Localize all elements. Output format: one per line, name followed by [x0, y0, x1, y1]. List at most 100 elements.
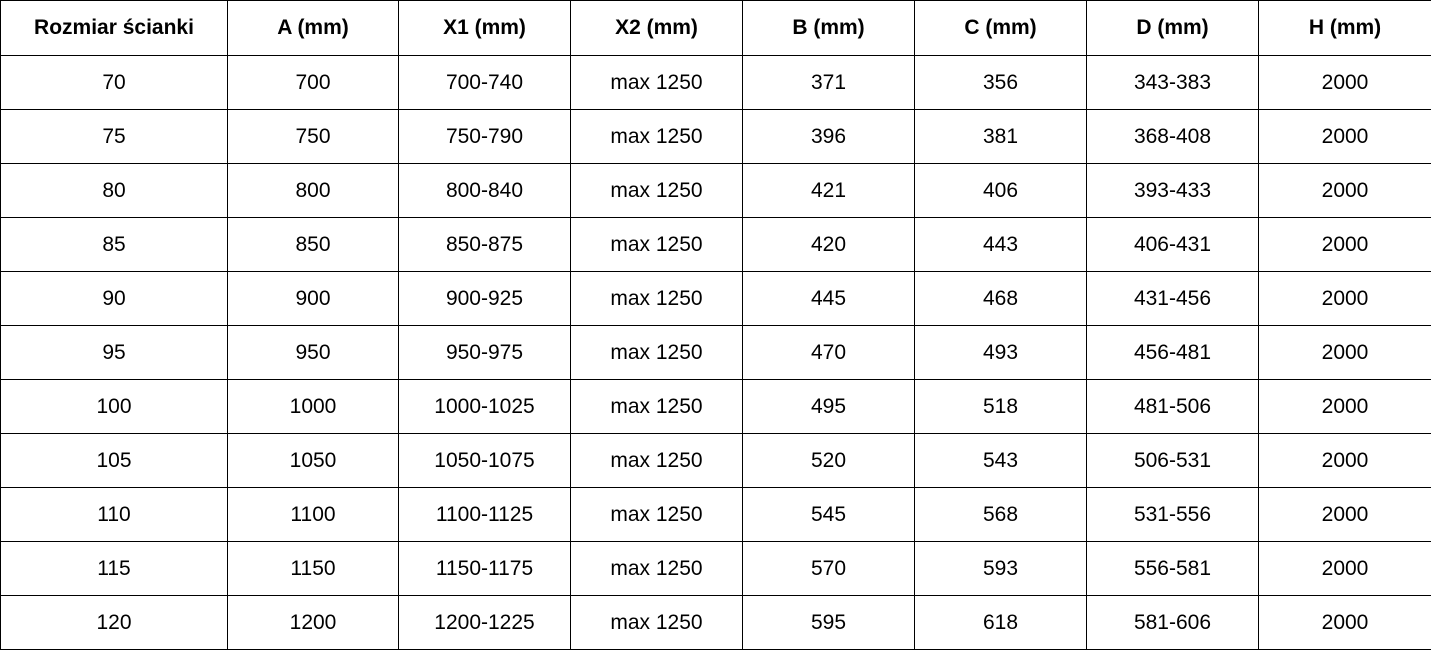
- table-cell: max 1250: [571, 110, 743, 164]
- table-cell: 481-506: [1087, 380, 1259, 434]
- table-cell: 568: [915, 488, 1087, 542]
- table-cell: 850: [228, 218, 399, 272]
- table-cell: 445: [743, 272, 915, 326]
- table-cell: max 1250: [571, 434, 743, 488]
- table-cell: max 1250: [571, 164, 743, 218]
- table-cell: 543: [915, 434, 1087, 488]
- column-header: Rozmiar ścianki: [1, 1, 228, 56]
- table-cell: max 1250: [571, 596, 743, 650]
- table-cell: 2000: [1259, 326, 1431, 380]
- table-cell: 1050-1075: [399, 434, 571, 488]
- table-cell: max 1250: [571, 488, 743, 542]
- table-cell: 2000: [1259, 488, 1431, 542]
- table-cell: 493: [915, 326, 1087, 380]
- table-cell: 2000: [1259, 56, 1431, 110]
- table-cell: 1050: [228, 434, 399, 488]
- table-cell: 2000: [1259, 434, 1431, 488]
- table-cell: 1200: [228, 596, 399, 650]
- table-cell: 2000: [1259, 272, 1431, 326]
- table-cell: 531-556: [1087, 488, 1259, 542]
- table-cell: max 1250: [571, 56, 743, 110]
- table-cell: 520: [743, 434, 915, 488]
- table-cell: 420: [743, 218, 915, 272]
- table-cell: 2000: [1259, 164, 1431, 218]
- table-cell: 570: [743, 542, 915, 596]
- table-cell: 2000: [1259, 110, 1431, 164]
- table-cell: 443: [915, 218, 1087, 272]
- table-cell: max 1250: [571, 380, 743, 434]
- table-cell: 700-740: [399, 56, 571, 110]
- table-cell: 545: [743, 488, 915, 542]
- table-cell: 1150: [228, 542, 399, 596]
- column-header: C (mm): [915, 1, 1087, 56]
- table-cell: 1150-1175: [399, 542, 571, 596]
- table-cell: 950-975: [399, 326, 571, 380]
- table-cell: 368-408: [1087, 110, 1259, 164]
- table-cell: 2000: [1259, 542, 1431, 596]
- column-header: D (mm): [1087, 1, 1259, 56]
- table-cell: 800-840: [399, 164, 571, 218]
- table-cell: 2000: [1259, 596, 1431, 650]
- column-header: X1 (mm): [399, 1, 571, 56]
- table-cell: 95: [1, 326, 228, 380]
- table-cell: max 1250: [571, 542, 743, 596]
- table-cell: 421: [743, 164, 915, 218]
- table-cell: 470: [743, 326, 915, 380]
- table-cell: 343-383: [1087, 56, 1259, 110]
- table-cell: 381: [915, 110, 1087, 164]
- table-cell: 80: [1, 164, 228, 218]
- table-cell: 700: [228, 56, 399, 110]
- column-header: H (mm): [1259, 1, 1431, 56]
- table-cell: 110: [1, 488, 228, 542]
- table-cell: 431-456: [1087, 272, 1259, 326]
- table-cell: 800: [228, 164, 399, 218]
- table-cell: 518: [915, 380, 1087, 434]
- table-cell: 506-531: [1087, 434, 1259, 488]
- column-header: A (mm): [228, 1, 399, 56]
- table-cell: 371: [743, 56, 915, 110]
- table-cell: 115: [1, 542, 228, 596]
- table-cell: 950: [228, 326, 399, 380]
- table-cell: max 1250: [571, 272, 743, 326]
- table-cell: 100: [1, 380, 228, 434]
- table-cell: 556-581: [1087, 542, 1259, 596]
- table-cell: 1100: [228, 488, 399, 542]
- table-cell: 406: [915, 164, 1087, 218]
- table-cell: 581-606: [1087, 596, 1259, 650]
- table-cell: 1200-1225: [399, 596, 571, 650]
- table-cell: 1000: [228, 380, 399, 434]
- table-cell: 900: [228, 272, 399, 326]
- table-cell: 618: [915, 596, 1087, 650]
- table-cell: 105: [1, 434, 228, 488]
- column-header: X2 (mm): [571, 1, 743, 56]
- table-cell: 495: [743, 380, 915, 434]
- table-cell: 595: [743, 596, 915, 650]
- table-cell: 593: [915, 542, 1087, 596]
- table-cell: 750-790: [399, 110, 571, 164]
- table-cell: 1100-1125: [399, 488, 571, 542]
- table-cell: 70: [1, 56, 228, 110]
- table-cell: 120: [1, 596, 228, 650]
- table-cell: 750: [228, 110, 399, 164]
- table-cell: max 1250: [571, 326, 743, 380]
- table-cell: 396: [743, 110, 915, 164]
- table-cell: 356: [915, 56, 1087, 110]
- table-cell: 2000: [1259, 380, 1431, 434]
- table-cell: 468: [915, 272, 1087, 326]
- table-cell: 393-433: [1087, 164, 1259, 218]
- table-cell: 85: [1, 218, 228, 272]
- table-cell: 406-431: [1087, 218, 1259, 272]
- table-cell: 900-925: [399, 272, 571, 326]
- column-header: B (mm): [743, 1, 915, 56]
